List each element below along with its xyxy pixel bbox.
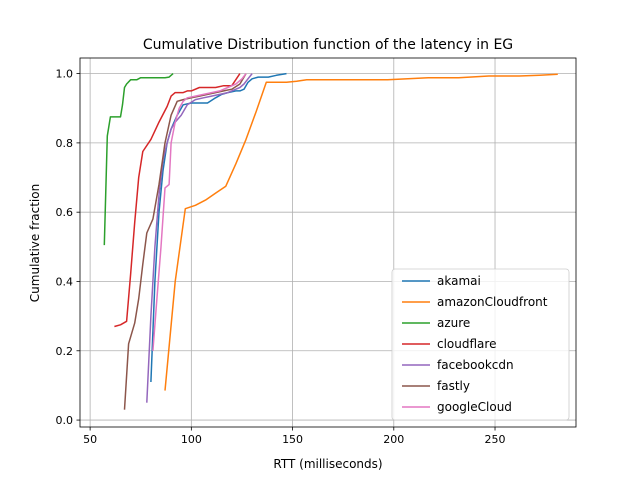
series-line-cloudflare [114, 73, 241, 328]
x-tick-label: 50 [83, 433, 97, 446]
y-tick-label: 1.0 [56, 68, 74, 81]
plot-area-frame [79, 57, 577, 428]
axis-ticks: 50 100 150 200 250 0.0 0.2 0.4 0.6 0.8 1.0 [56, 68, 506, 446]
x-tick-label: 250 [485, 433, 506, 446]
y-tick-label: 0.2 [56, 345, 74, 358]
legend-label-akamai: akamai [437, 274, 481, 288]
legend-label-fastly: fastly [437, 379, 470, 393]
series-line-akamai [150, 72, 287, 383]
legend-label-facebookcdn: facebookcdn [437, 358, 514, 372]
legend-label-googleCloud: googleCloud [437, 400, 512, 414]
x-tick-label: 100 [181, 433, 202, 446]
x-axis-label: RTT (milliseconds) [273, 457, 382, 471]
x-tick-label: 200 [383, 433, 404, 446]
series-line-amazonCloudfront [164, 73, 558, 391]
series-line-fastly [123, 73, 247, 410]
y-tick-label: 0.6 [56, 206, 74, 219]
legend: akamai amazonCloudfront azure cloudflare fac… [391, 268, 570, 421]
chart-title: Cumulative Distribution function of the … [143, 37, 513, 53]
series-line-googleCloud [152, 73, 247, 351]
y-tick-label: 0.0 [56, 414, 74, 427]
legend-label-amazonCloudfront: amazonCloudfront [437, 295, 548, 309]
legend-label-cloudflare: cloudflare [437, 337, 496, 351]
y-axis-label: Cumulative fraction [28, 184, 42, 302]
series-lines [103, 72, 558, 410]
series-line-facebookcdn [146, 73, 253, 403]
y-tick-label: 0.8 [56, 137, 74, 150]
legend-label-azure: azure [437, 316, 470, 330]
series-line-azure [103, 73, 174, 246]
legend-box [391, 268, 570, 421]
y-tick-label: 0.4 [56, 275, 74, 288]
x-tick-label: 150 [282, 433, 303, 446]
